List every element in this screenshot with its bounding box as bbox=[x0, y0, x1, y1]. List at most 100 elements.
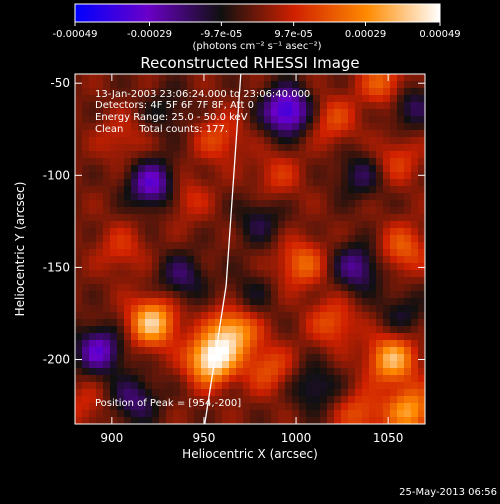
heatmap-cell bbox=[355, 291, 363, 299]
heatmap-cell bbox=[117, 319, 125, 327]
heatmap-cell bbox=[404, 368, 412, 376]
heatmap-cell bbox=[334, 207, 342, 215]
heatmap-cell bbox=[103, 375, 111, 383]
heatmap-cell bbox=[166, 312, 174, 320]
heatmap-cell bbox=[110, 179, 118, 187]
heatmap-cell bbox=[187, 235, 195, 243]
heatmap-cell bbox=[250, 319, 258, 327]
heatmap-cell bbox=[96, 277, 104, 285]
heatmap-cell bbox=[110, 382, 118, 390]
heatmap-cell bbox=[166, 151, 174, 159]
heatmap-cell bbox=[306, 333, 314, 341]
heatmap-cell bbox=[89, 228, 97, 236]
heatmap-cell bbox=[243, 368, 251, 376]
heatmap-cell bbox=[257, 130, 265, 138]
heatmap-cell bbox=[327, 81, 335, 89]
heatmap-cell bbox=[285, 417, 293, 424]
heatmap-cell bbox=[264, 151, 272, 159]
heatmap-cell bbox=[306, 81, 314, 89]
heatmap-cell bbox=[89, 74, 97, 82]
heatmap-cell bbox=[299, 410, 307, 418]
heatmap-cell bbox=[306, 109, 314, 117]
heatmap-cell bbox=[243, 256, 251, 264]
heatmap-cell bbox=[194, 88, 202, 96]
heatmap-cell bbox=[320, 172, 328, 180]
heatmap-cell bbox=[152, 361, 160, 369]
heatmap-cell bbox=[131, 291, 139, 299]
heatmap-cell bbox=[201, 81, 209, 89]
heatmap-cell bbox=[117, 158, 125, 166]
heatmap-cell bbox=[376, 151, 384, 159]
heatmap-cell bbox=[173, 340, 181, 348]
heatmap-cell bbox=[75, 228, 83, 236]
heatmap-cell bbox=[201, 228, 209, 236]
heatmap-cell bbox=[159, 109, 167, 117]
heatmap-cell bbox=[222, 95, 230, 103]
heatmap-cell bbox=[320, 312, 328, 320]
heatmap-cell bbox=[138, 298, 146, 306]
heatmap-cell bbox=[355, 137, 363, 145]
heatmap-cell bbox=[103, 116, 111, 124]
heatmap-cell bbox=[397, 123, 405, 131]
heatmap-image bbox=[75, 74, 425, 424]
heatmap-cell bbox=[82, 221, 90, 229]
heatmap-cell bbox=[117, 102, 125, 110]
heatmap-cell bbox=[243, 347, 251, 355]
heatmap-cell bbox=[75, 263, 83, 271]
heatmap-cell bbox=[138, 172, 146, 180]
heatmap-cell bbox=[138, 354, 146, 362]
heatmap-cell bbox=[208, 270, 216, 278]
heatmap-cell bbox=[131, 158, 139, 166]
heatmap-cell bbox=[89, 319, 97, 327]
heatmap-cell bbox=[166, 95, 174, 103]
heatmap-cell bbox=[278, 396, 286, 404]
heatmap-cell bbox=[145, 81, 153, 89]
heatmap-cell bbox=[334, 312, 342, 320]
heatmap-cell bbox=[243, 403, 251, 411]
heatmap-cell bbox=[180, 249, 188, 257]
heatmap-cell bbox=[390, 270, 398, 278]
heatmap-cell bbox=[82, 256, 90, 264]
heatmap-cell bbox=[390, 319, 398, 327]
heatmap-cell bbox=[180, 172, 188, 180]
heatmap-cell bbox=[313, 81, 321, 89]
heatmap-cell bbox=[313, 312, 321, 320]
heatmap-cell bbox=[299, 207, 307, 215]
heatmap-cell bbox=[369, 221, 377, 229]
heatmap-cell bbox=[117, 326, 125, 334]
heatmap-cell bbox=[75, 214, 83, 222]
heatmap-cell bbox=[236, 130, 244, 138]
heatmap-cell bbox=[369, 312, 377, 320]
heatmap-cell bbox=[397, 228, 405, 236]
heatmap-cell bbox=[96, 284, 104, 292]
heatmap-cell bbox=[404, 347, 412, 355]
heatmap-cell bbox=[75, 347, 83, 355]
heatmap-cell bbox=[117, 410, 125, 418]
heatmap-cell bbox=[376, 312, 384, 320]
heatmap-cell bbox=[131, 298, 139, 306]
heatmap-cell bbox=[348, 305, 356, 313]
heatmap-cell bbox=[173, 326, 181, 334]
heatmap-cell bbox=[222, 144, 230, 152]
heatmap-cell bbox=[236, 74, 244, 82]
heatmap-cell bbox=[96, 81, 104, 89]
heatmap-cell bbox=[376, 207, 384, 215]
heatmap-cell bbox=[411, 340, 419, 348]
heatmap-cell bbox=[250, 340, 258, 348]
heatmap-cell bbox=[222, 361, 230, 369]
heatmap-cell bbox=[236, 291, 244, 299]
heatmap-cell bbox=[82, 144, 90, 152]
heatmap-cell bbox=[411, 214, 419, 222]
heatmap-cell bbox=[355, 81, 363, 89]
heatmap-cell bbox=[257, 333, 265, 341]
heatmap-cell bbox=[117, 207, 125, 215]
heatmap-cell bbox=[418, 403, 425, 411]
heatmap-cell bbox=[243, 389, 251, 397]
heatmap-cell bbox=[145, 319, 153, 327]
heatmap-cell bbox=[383, 172, 391, 180]
heatmap-cell bbox=[229, 284, 237, 292]
heatmap-cell bbox=[103, 235, 111, 243]
heatmap-cell bbox=[250, 249, 258, 257]
heatmap-cell bbox=[313, 228, 321, 236]
heatmap-cell bbox=[201, 347, 209, 355]
